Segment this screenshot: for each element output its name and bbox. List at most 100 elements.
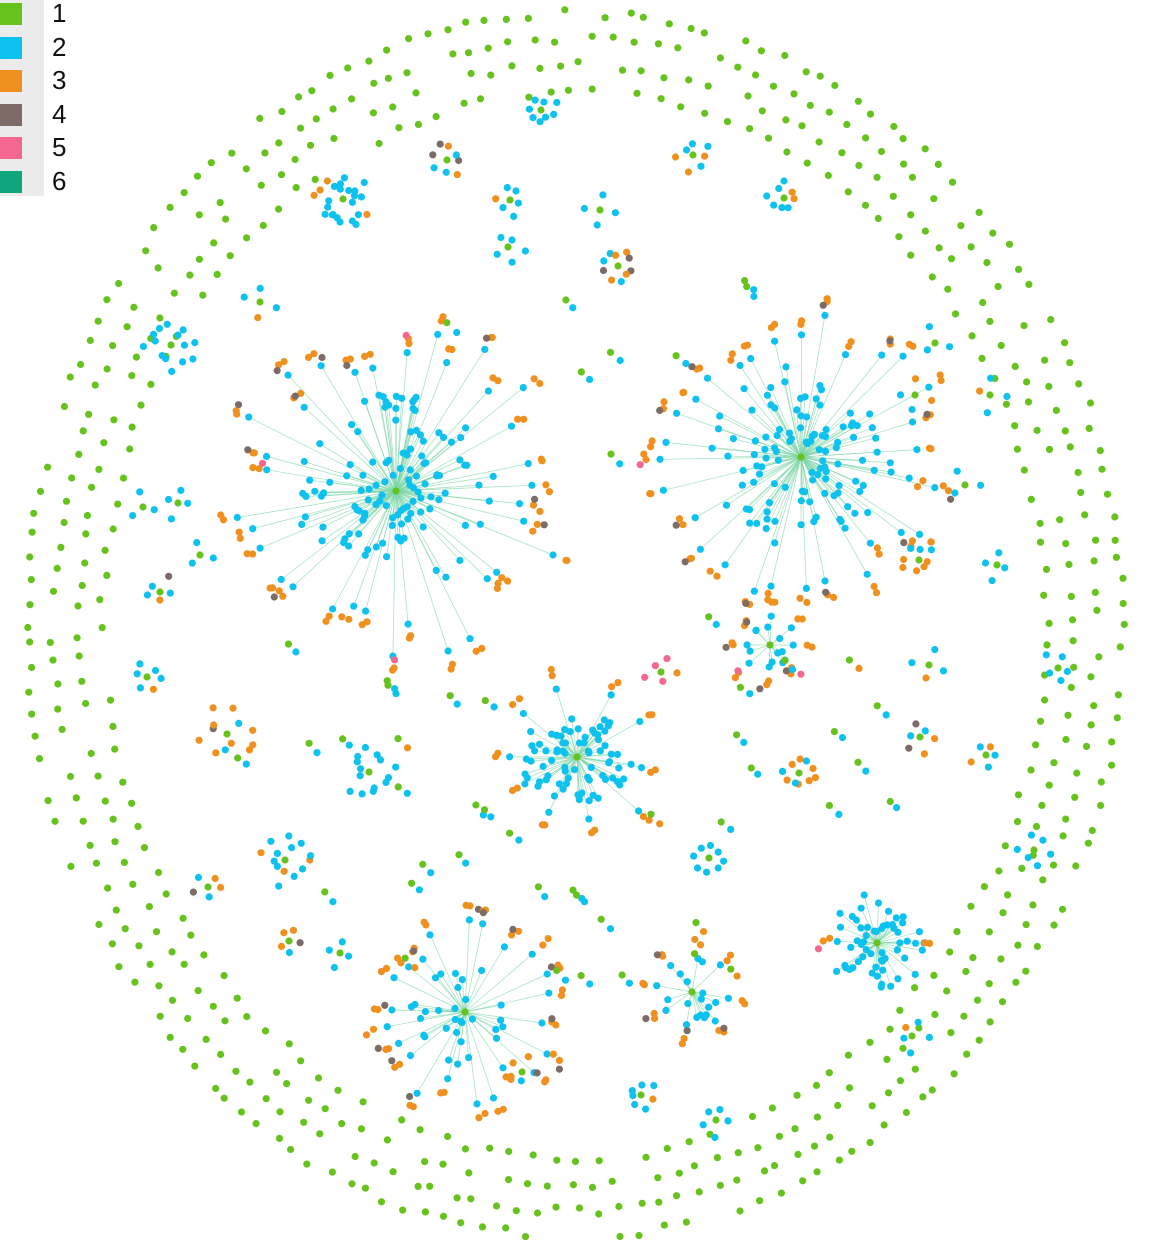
node-1 <box>223 730 231 738</box>
edge <box>460 1011 466 1042</box>
isolated-node <box>782 116 790 124</box>
isolated-node <box>928 273 936 281</box>
node-2 <box>456 456 464 464</box>
node-2 <box>442 573 450 581</box>
isolated-node <box>921 227 930 235</box>
node-2 <box>430 164 438 172</box>
node-3 <box>453 171 461 179</box>
edge <box>576 756 590 801</box>
node-2 <box>690 852 698 860</box>
isolated-node <box>723 118 732 126</box>
node-2 <box>240 293 248 301</box>
hub-node <box>688 988 696 996</box>
node-2 <box>390 974 398 982</box>
node-2 <box>545 989 553 997</box>
edge <box>395 455 423 492</box>
node-2 <box>606 250 614 258</box>
isolated-node <box>655 1198 663 1206</box>
isolated-node <box>690 1162 699 1170</box>
isolated-node <box>1066 359 1074 367</box>
node-3 <box>549 1050 557 1058</box>
node-2 <box>497 1001 505 1009</box>
isolated-node <box>1018 864 1026 873</box>
node-2 <box>797 412 805 420</box>
node-2 <box>540 98 548 106</box>
node-3 <box>385 1045 393 1053</box>
edge <box>724 456 802 566</box>
node-2 <box>931 646 939 654</box>
isolated-node <box>1005 240 1014 248</box>
node-2 <box>727 825 735 834</box>
node-2 <box>834 489 842 497</box>
isolated-node <box>502 1224 510 1232</box>
node-2 <box>421 480 429 488</box>
node-2 <box>561 739 570 747</box>
node-3 <box>608 683 616 691</box>
isolated-node <box>1022 967 1030 975</box>
isolated-node <box>868 1102 876 1110</box>
node-5 <box>814 945 823 953</box>
isolated-node <box>131 978 139 986</box>
isolated-node <box>1067 683 1075 692</box>
node-2 <box>324 203 332 211</box>
edge <box>543 756 578 767</box>
node-2 <box>838 734 847 742</box>
node-2 <box>797 331 806 339</box>
node-2 <box>780 177 788 185</box>
node-3 <box>675 515 684 523</box>
isolated-node <box>978 354 986 362</box>
isolated-node <box>1050 921 1058 929</box>
isolated-node <box>975 208 983 216</box>
node-2 <box>699 1121 707 1129</box>
node-2 <box>864 508 872 517</box>
node-2 <box>561 976 570 984</box>
node-1 <box>1054 664 1062 672</box>
isolated-node <box>467 1195 475 1203</box>
node-2 <box>803 413 811 421</box>
node-2 <box>834 460 842 468</box>
isolated-node <box>639 13 647 21</box>
isolated-node <box>835 1156 844 1164</box>
node-3 <box>679 521 687 529</box>
node-2 <box>419 955 427 963</box>
isolated-node <box>665 20 673 28</box>
isolated-node <box>421 1208 429 1216</box>
edge <box>800 404 821 458</box>
node-3 <box>743 341 752 349</box>
node-2 <box>466 635 474 643</box>
node-2 <box>273 849 281 858</box>
isolated-node <box>1049 861 1058 869</box>
isolated-node <box>492 1202 501 1210</box>
node-2 <box>916 530 924 539</box>
node-2 <box>410 396 418 404</box>
node-3 <box>494 749 502 757</box>
isolated-node <box>979 298 987 307</box>
node-3 <box>931 735 939 743</box>
isolated-node <box>521 1233 530 1241</box>
node-2 <box>704 142 712 150</box>
node-2 <box>580 204 589 213</box>
node-2 <box>907 544 915 553</box>
node-2 <box>714 848 722 856</box>
node-1 <box>506 196 514 204</box>
isolated-node <box>457 1219 465 1227</box>
node-2 <box>330 963 338 972</box>
isolated-node <box>252 1120 260 1128</box>
isolated-node <box>476 95 485 103</box>
isolated-node <box>191 1062 199 1070</box>
isolated-node <box>88 483 96 491</box>
edge <box>784 456 802 488</box>
isolated-node <box>78 677 86 685</box>
node-2 <box>755 470 764 478</box>
isolated-node <box>389 1168 397 1176</box>
edge <box>524 756 578 775</box>
isolated-node <box>802 68 810 76</box>
node-2 <box>509 212 518 220</box>
node-4 <box>743 618 751 626</box>
node-2 <box>499 1023 507 1031</box>
node-2 <box>361 551 369 559</box>
node-2 <box>345 530 353 538</box>
isolated-node <box>1098 465 1106 473</box>
node-2 <box>352 220 360 228</box>
isolated-node <box>523 1180 532 1188</box>
